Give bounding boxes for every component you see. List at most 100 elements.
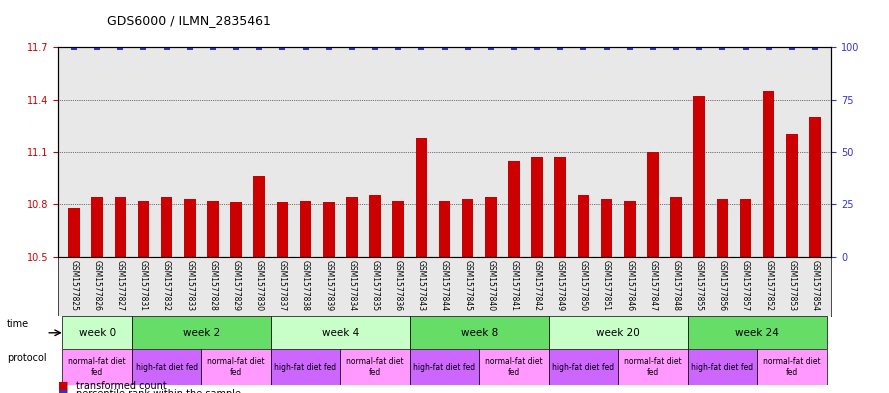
Bar <box>253 176 265 257</box>
Text: GDS6000 / ILMN_2835461: GDS6000 / ILMN_2835461 <box>107 15 270 28</box>
Text: GSM1577833: GSM1577833 <box>185 259 195 310</box>
FancyBboxPatch shape <box>688 316 827 349</box>
Text: week 4: week 4 <box>322 328 359 338</box>
Bar <box>138 201 149 257</box>
Text: week 2: week 2 <box>183 328 220 338</box>
Text: week 8: week 8 <box>461 328 498 338</box>
FancyBboxPatch shape <box>757 349 827 385</box>
Text: GSM1577846: GSM1577846 <box>625 259 634 310</box>
Bar <box>462 199 474 257</box>
Text: GSM1577852: GSM1577852 <box>765 259 773 310</box>
FancyBboxPatch shape <box>201 349 271 385</box>
FancyBboxPatch shape <box>132 316 271 349</box>
FancyBboxPatch shape <box>271 316 410 349</box>
Text: GSM1577828: GSM1577828 <box>208 259 218 310</box>
Text: normal-fat diet
fed: normal-fat diet fed <box>485 358 543 377</box>
Text: GSM1577844: GSM1577844 <box>440 259 449 310</box>
Text: ■: ■ <box>58 389 68 393</box>
Bar <box>323 202 334 257</box>
Text: week 24: week 24 <box>735 328 779 338</box>
Bar <box>624 201 636 257</box>
Text: GSM1577850: GSM1577850 <box>579 259 588 310</box>
Text: week 20: week 20 <box>597 328 640 338</box>
Text: GSM1577849: GSM1577849 <box>556 259 565 310</box>
Text: GSM1577836: GSM1577836 <box>394 259 403 310</box>
Bar <box>161 197 172 257</box>
Bar <box>207 201 219 257</box>
Bar <box>601 199 613 257</box>
Bar <box>647 152 659 257</box>
Text: GSM1577842: GSM1577842 <box>533 259 541 310</box>
FancyBboxPatch shape <box>271 349 340 385</box>
Text: normal-fat diet
fed: normal-fat diet fed <box>68 358 126 377</box>
Bar <box>184 199 196 257</box>
Text: normal-fat diet
fed: normal-fat diet fed <box>346 358 404 377</box>
FancyBboxPatch shape <box>618 349 688 385</box>
FancyBboxPatch shape <box>62 349 132 385</box>
Bar <box>717 199 728 257</box>
Bar <box>276 202 288 257</box>
Text: GSM1577843: GSM1577843 <box>417 259 426 310</box>
Bar <box>485 197 497 257</box>
Text: GSM1577827: GSM1577827 <box>116 259 124 310</box>
Text: GSM1577855: GSM1577855 <box>694 259 704 310</box>
Text: GSM1577847: GSM1577847 <box>648 259 657 310</box>
Text: protocol: protocol <box>7 353 47 363</box>
Bar <box>392 201 404 257</box>
Bar <box>786 134 797 257</box>
Bar <box>346 197 357 257</box>
Text: GSM1577856: GSM1577856 <box>718 259 727 310</box>
Text: high-fat diet fed: high-fat diet fed <box>135 363 197 372</box>
Text: GSM1577826: GSM1577826 <box>92 259 101 310</box>
Text: high-fat diet fed: high-fat diet fed <box>692 363 754 372</box>
FancyBboxPatch shape <box>479 349 549 385</box>
Text: GSM1577834: GSM1577834 <box>348 259 356 310</box>
Bar <box>809 117 821 257</box>
Text: GSM1577835: GSM1577835 <box>371 259 380 310</box>
Bar <box>115 197 126 257</box>
Text: GSM1577841: GSM1577841 <box>509 259 518 310</box>
Text: GSM1577854: GSM1577854 <box>811 259 820 310</box>
Text: week 0: week 0 <box>78 328 116 338</box>
Bar <box>693 96 705 257</box>
FancyBboxPatch shape <box>549 316 688 349</box>
Bar <box>670 197 682 257</box>
Bar <box>415 138 427 257</box>
Text: percentile rank within the sample: percentile rank within the sample <box>76 389 241 393</box>
Text: GSM1577832: GSM1577832 <box>162 259 171 310</box>
Text: normal-fat diet
fed: normal-fat diet fed <box>763 358 821 377</box>
Text: high-fat diet fed: high-fat diet fed <box>275 363 337 372</box>
Text: GSM1577851: GSM1577851 <box>602 259 611 310</box>
Bar <box>763 91 774 257</box>
Text: GSM1577825: GSM1577825 <box>69 259 78 310</box>
Bar <box>438 201 451 257</box>
Text: time: time <box>7 319 29 329</box>
Text: high-fat diet fed: high-fat diet fed <box>413 363 476 372</box>
Text: high-fat diet fed: high-fat diet fed <box>552 363 614 372</box>
Bar <box>68 208 80 257</box>
Text: GSM1577853: GSM1577853 <box>788 259 797 310</box>
Bar <box>532 157 543 257</box>
FancyBboxPatch shape <box>340 349 410 385</box>
Text: GSM1577829: GSM1577829 <box>232 259 241 310</box>
FancyBboxPatch shape <box>688 349 757 385</box>
Text: GSM1577831: GSM1577831 <box>139 259 148 310</box>
Text: GSM1577840: GSM1577840 <box>486 259 495 310</box>
FancyBboxPatch shape <box>132 349 201 385</box>
Bar <box>578 195 589 257</box>
Text: ■: ■ <box>58 381 68 391</box>
Bar <box>230 202 242 257</box>
Bar <box>555 157 566 257</box>
FancyBboxPatch shape <box>410 316 549 349</box>
Text: GSM1577857: GSM1577857 <box>741 259 750 310</box>
Bar <box>369 195 380 257</box>
Text: GSM1577837: GSM1577837 <box>278 259 287 310</box>
Bar <box>509 161 520 257</box>
FancyBboxPatch shape <box>549 349 618 385</box>
Text: GSM1577848: GSM1577848 <box>671 259 681 310</box>
Text: normal-fat diet
fed: normal-fat diet fed <box>624 358 682 377</box>
Text: normal-fat diet
fed: normal-fat diet fed <box>207 358 265 377</box>
Bar <box>92 197 103 257</box>
Bar <box>300 201 311 257</box>
Bar <box>740 199 751 257</box>
